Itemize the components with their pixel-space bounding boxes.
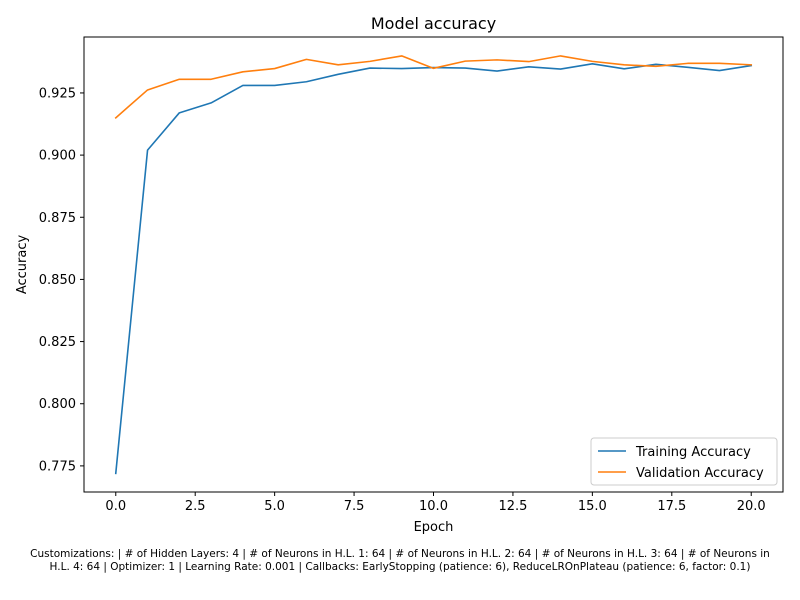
line-chart: Model accuracy 0.0 2.5 5.0 7.5 10.0 12.5 15.0 1… [15,14,784,535]
y-axis-ticks: 0.775 0.800 0.825 0.850 0.875 0.900 0.925 [39,86,84,474]
y-tick-label: 0.850 [39,273,76,288]
x-tick-label: 10.0 [419,499,448,514]
x-tick-label: 20.0 [737,499,766,514]
y-tick-label: 0.775 [39,459,76,474]
x-tick-label: 2.5 [185,499,206,514]
legend-label-validation: Validation Accuracy [636,466,764,481]
y-tick-label: 0.825 [39,335,76,350]
y-tick-label: 0.925 [39,86,76,101]
plot-area [114,55,753,475]
legend-box [590,437,778,486]
figure-caption: Customizations: | # of Hidden Layers: 4 … [0,548,800,573]
legend: Training Accuracy Validation Accuracy [590,437,778,486]
x-tick-label: 7.5 [344,499,365,514]
x-tick-label: 5.0 [264,499,285,514]
chart-title: Model accuracy [371,14,496,33]
y-tick-label: 0.900 [39,149,76,164]
caption-line-2: H.L. 4: 64 | Optimizer: 1 | Learning Rat… [49,560,751,573]
x-tick-label: 17.5 [657,499,686,514]
y-tick-label: 0.875 [39,211,76,226]
x-tick-label: 0.0 [105,499,126,514]
x-tick-label: 15.0 [578,499,607,514]
series-line-validation [114,55,753,119]
x-axis-label: Epoch [414,520,454,535]
y-axis-label: Accuracy [15,235,30,295]
y-tick-label: 0.800 [39,397,76,412]
plot-frame [83,36,784,493]
series-line-training [114,63,753,475]
x-tick-label: 12.5 [498,499,527,514]
legend-label-training: Training Accuracy [635,445,751,460]
caption-line-1: Customizations: | # of Hidden Layers: 4 … [30,548,770,560]
x-axis-ticks: 0.0 2.5 5.0 7.5 10.0 12.5 15.0 17.5 20.0 [105,492,766,514]
